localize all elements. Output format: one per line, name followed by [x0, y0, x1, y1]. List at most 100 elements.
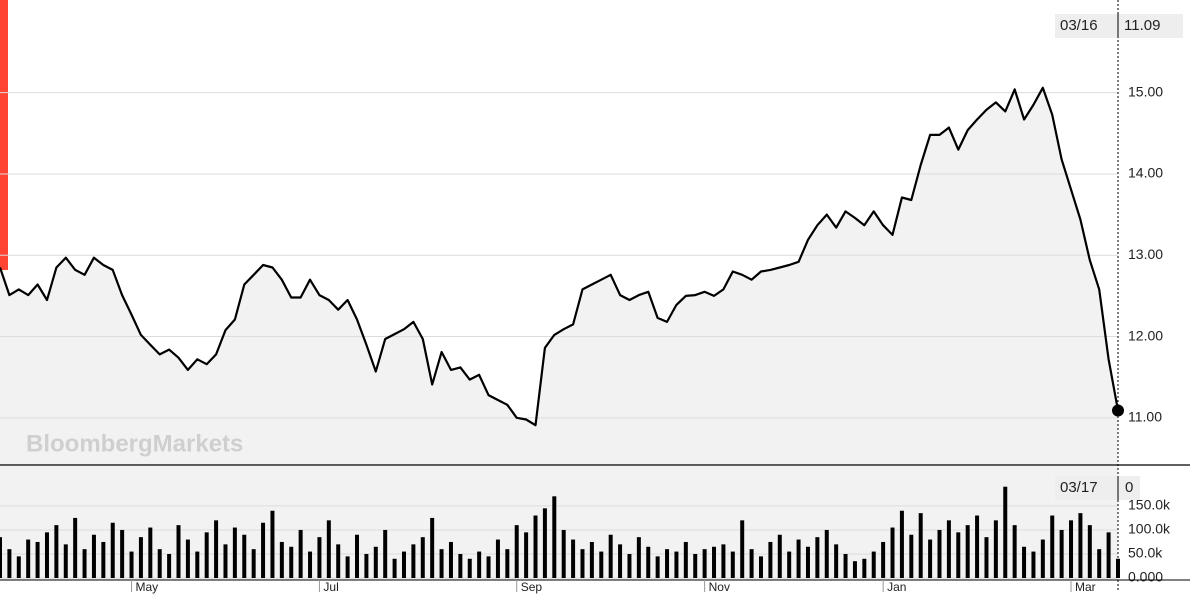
- volume-bar: [73, 517, 78, 578]
- volume-bar: [486, 556, 491, 578]
- volume-crosshair-box: [1055, 476, 1140, 500]
- volume-bar: [1031, 551, 1036, 578]
- volume-bar: [392, 558, 397, 578]
- volume-bar: [824, 529, 829, 578]
- y-tick-label: 150.0k: [1128, 497, 1171, 513]
- volume-bar: [383, 529, 388, 578]
- volume-bar: [1022, 546, 1027, 578]
- volume-bar: [561, 529, 566, 578]
- volume-bar: [129, 551, 134, 578]
- volume-bar: [843, 553, 848, 578]
- volume-bar: [862, 558, 867, 578]
- volume-bar: [204, 532, 209, 578]
- volume-bar: [758, 556, 763, 578]
- volume-bar: [937, 529, 942, 578]
- volume-bar: [1097, 549, 1102, 578]
- volume-bar: [289, 546, 294, 578]
- volume-bar: [683, 541, 688, 578]
- volume-bar: [655, 556, 660, 578]
- volume-bar: [665, 549, 670, 578]
- volume-bar: [674, 551, 679, 578]
- y-tick-label: 100.0k: [1128, 521, 1171, 537]
- y-tick-label: 11.00: [1128, 409, 1162, 425]
- volume-bar: [975, 515, 980, 578]
- volume-bar: [1050, 515, 1055, 578]
- volume-bar: [279, 541, 284, 578]
- volume-bar: [458, 553, 463, 578]
- x-tick-label: Sep: [521, 580, 543, 594]
- volume-bar: [871, 551, 876, 578]
- volume-bar: [618, 544, 623, 578]
- volume-bar: [176, 525, 181, 578]
- x-tick-label: Jan: [887, 580, 906, 594]
- watermark: BloombergMarkets: [26, 430, 243, 457]
- volume-bar: [899, 510, 904, 578]
- volume-bar: [965, 525, 970, 578]
- volume-bar: [430, 517, 435, 578]
- volume-bar: [44, 532, 49, 578]
- volume-bar: [571, 539, 576, 578]
- y-tick-label: 12.00: [1128, 327, 1163, 343]
- volume-bar: [599, 551, 604, 578]
- volume-bar: [261, 522, 266, 578]
- y-tick-label: 0.000: [1128, 569, 1163, 585]
- volume-bar: [928, 539, 933, 578]
- volume-bar: [505, 549, 510, 578]
- volume-bar: [552, 496, 557, 578]
- volume-bar: [993, 520, 998, 578]
- volume-bar: [401, 551, 406, 578]
- volume-bar: [815, 537, 820, 578]
- y-tick-label: 50.0k: [1128, 545, 1163, 561]
- volume-crosshair-value: 0: [1125, 479, 1133, 496]
- x-tick-label: Nov: [709, 580, 730, 594]
- volume-bar: [1078, 513, 1083, 578]
- crosshair-box: [1055, 14, 1183, 38]
- y-tick-label: 13.00: [1128, 246, 1163, 262]
- volume-bar: [120, 529, 125, 578]
- volume-bar: [355, 534, 360, 578]
- price-area: [0, 87, 1118, 466]
- volume-bar: [1040, 539, 1045, 578]
- volume-crosshair-date: 03/17: [1060, 479, 1098, 496]
- volume-bar: [524, 532, 529, 578]
- volume-bar: [852, 561, 857, 578]
- crosshair-value: 11.09: [1124, 17, 1160, 34]
- volume-bar: [270, 510, 275, 578]
- volume-bar: [787, 551, 792, 578]
- volume-bar: [909, 534, 914, 578]
- volume-bar: [693, 553, 698, 578]
- volume-bar: [1003, 486, 1008, 578]
- volume-bar: [777, 534, 782, 578]
- volume-bar: [495, 539, 500, 578]
- volume-bar: [16, 556, 21, 578]
- volume-bar: [326, 520, 331, 578]
- volume-bar: [251, 549, 256, 578]
- volume-bar: [1106, 532, 1111, 578]
- volume-bar: [749, 549, 754, 578]
- volume-bar: [946, 520, 951, 578]
- volume-bar: [411, 544, 416, 578]
- volume-bar: [796, 539, 801, 578]
- volume-bar: [26, 539, 31, 578]
- volume-bar: [185, 539, 190, 578]
- volume-bar: [345, 556, 350, 578]
- volume-bar: [439, 549, 444, 578]
- volume-bar: [148, 527, 153, 578]
- volume-bar: [91, 534, 96, 578]
- volume-bar: [242, 534, 247, 578]
- volume-bar: [636, 537, 641, 578]
- volume-bar: [984, 537, 989, 578]
- volume-bar: [740, 520, 745, 578]
- y-tick-label: 15.00: [1128, 83, 1163, 99]
- x-tick-label: Jul: [323, 580, 338, 594]
- volume-bar: [317, 537, 322, 578]
- x-tick-label: Mar: [1075, 580, 1096, 594]
- volume-bar: [646, 546, 651, 578]
- volume-bar: [834, 544, 839, 578]
- volume-bar: [0, 537, 2, 578]
- volume-bar: [7, 549, 12, 578]
- volume-bar: [805, 546, 810, 578]
- volume-bar: [157, 549, 162, 578]
- volume-bar: [730, 551, 735, 578]
